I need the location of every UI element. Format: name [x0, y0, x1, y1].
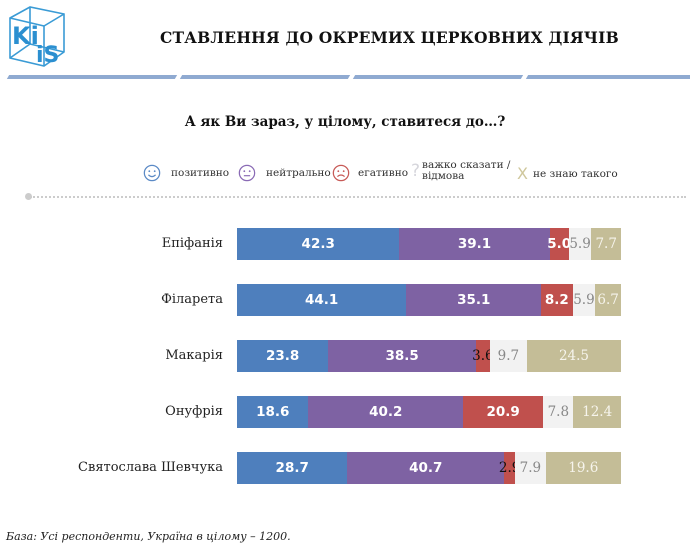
legend-item-positive: позитивно	[143, 164, 229, 182]
data-label: 39.1	[457, 236, 492, 252]
bar-segment-dont-know: 24.5	[527, 340, 621, 372]
bar-segment-positive: 42.3	[237, 228, 400, 260]
bar-segment-negative: 5.0	[547, 228, 572, 260]
data-label: 18.6	[256, 404, 290, 420]
data-label: 40.7	[409, 460, 443, 476]
category-label: Епіфанія	[161, 236, 223, 251]
data-label: 7.9	[519, 460, 542, 476]
legend-label: егативно	[358, 167, 409, 179]
legend-item-dont-know: X не знаю такого	[517, 164, 618, 183]
bar-segment-hard-to-say: 5.9	[568, 228, 592, 260]
bar-segment-negative: 20.9	[463, 396, 544, 428]
legend-label: важко сказати / відмова	[422, 159, 511, 182]
bar-row: 18.6 40.2 20.9 7.8 12.4	[237, 396, 621, 428]
data-label: 8.2	[544, 292, 569, 308]
bar-segment-negative: 8.2	[541, 284, 573, 316]
bar-segment-positive: 44.1	[237, 284, 407, 316]
data-label: 2.9	[498, 460, 521, 476]
bar-segment-hard-to-say: 9.7	[489, 340, 527, 372]
legend-label: нейтрально	[266, 167, 331, 179]
chart-subtitle: А як Ви зараз, у цілому, ставитеся до…?	[184, 114, 506, 130]
data-label: 7.8	[547, 404, 570, 420]
frown-icon	[332, 164, 350, 182]
bar-row: 44.1 35.1 8.2 5.9 6.7	[237, 284, 621, 316]
legend-item-negative: егативно	[332, 164, 408, 182]
bar-row: 23.8 38.5 3.6 9.7 24.5	[237, 340, 621, 372]
data-label: 23.8	[265, 348, 300, 364]
bar-row: 28.7 40.7 2.9 7.9 19.6	[237, 452, 621, 484]
category-label: Святослава Шевчука	[78, 460, 223, 475]
smile-icon	[143, 164, 161, 182]
legend-label: не знаю такого	[532, 167, 618, 180]
legend-item-neutral: нейтрально	[238, 164, 331, 182]
header-divider	[179, 75, 351, 79]
data-label: 24.5	[558, 348, 590, 364]
data-label: 12.4	[582, 404, 613, 420]
dotted-divider	[30, 196, 686, 198]
legend-label: позитивно	[171, 167, 230, 179]
data-label: 9.7	[497, 348, 520, 364]
bar-segment-hard-to-say: 7.9	[515, 452, 546, 484]
bar-segment-neutral: 40.2	[308, 396, 463, 428]
header-divider	[6, 75, 178, 79]
data-label: 38.5	[385, 348, 419, 364]
bar-segment-negative: 2.9	[499, 452, 520, 484]
bar-segment-negative: 3.6	[472, 340, 494, 372]
bar-segment-dont-know: 7.7	[591, 228, 621, 260]
kiis-logo: Ki iS	[9, 6, 65, 68]
bar-row: 42.3 39.1 5.0 5.9 7.7	[237, 228, 621, 260]
category-label: Онуфрія	[165, 404, 223, 419]
bar-segment-neutral: 40.7	[347, 452, 505, 484]
bar-segment-hard-to-say: 5.9	[572, 284, 596, 316]
legend-item-hard-to-say: ? важко сказати / відмова	[411, 160, 510, 182]
header-divider	[525, 75, 690, 79]
data-label: 40.2	[369, 404, 403, 420]
data-label: 7.7	[595, 236, 617, 252]
category-label: Макарія	[165, 348, 223, 363]
footnote: База: Усі респонденти, Україна в цілому …	[6, 530, 291, 543]
bar-segment-positive: 18.6	[237, 396, 309, 428]
bar-segment-neutral: 39.1	[399, 228, 550, 260]
x-icon: X	[517, 164, 528, 183]
bar-segment-dont-know: 19.6	[545, 452, 621, 484]
bar-segment-neutral: 38.5	[328, 340, 476, 372]
question-icon: ?	[411, 161, 421, 181]
svg-text:iS: iS	[36, 43, 59, 68]
data-label: 44.1	[305, 292, 339, 308]
bar-segment-dont-know: 12.4	[573, 396, 621, 428]
divider-dot	[25, 193, 32, 200]
page-title: СТАВЛЕННЯ ДО ОКРЕМИХ ЦЕРКОВНИХ ДІЯЧІВ	[160, 28, 619, 47]
svg-text:Ki: Ki	[12, 22, 39, 50]
bar-segment-dont-know: 6.7	[595, 284, 621, 316]
data-label: 42.3	[301, 236, 335, 252]
bar-segment-positive: 28.7	[237, 452, 348, 484]
chart-legend: позитивно нейтрально егативно ? важко ск…	[0, 160, 690, 194]
header-divider	[352, 75, 524, 79]
bar-segment-positive: 23.8	[237, 340, 329, 372]
category-label: Філарета	[161, 292, 223, 307]
data-label: 20.9	[486, 404, 520, 420]
data-label: 5.0	[547, 236, 572, 252]
bar-segment-neutral: 35.1	[406, 284, 542, 316]
neutral-face-icon	[238, 164, 256, 182]
data-label: 19.6	[568, 460, 599, 476]
bar-segment-hard-to-say: 7.8	[543, 396, 574, 428]
data-label: 5.9	[569, 236, 591, 252]
data-label: 35.1	[457, 292, 491, 308]
data-label: 28.7	[275, 460, 309, 476]
data-label: 5.9	[573, 292, 595, 308]
data-label: 6.7	[597, 292, 619, 308]
data-label: 3.6	[472, 348, 494, 364]
